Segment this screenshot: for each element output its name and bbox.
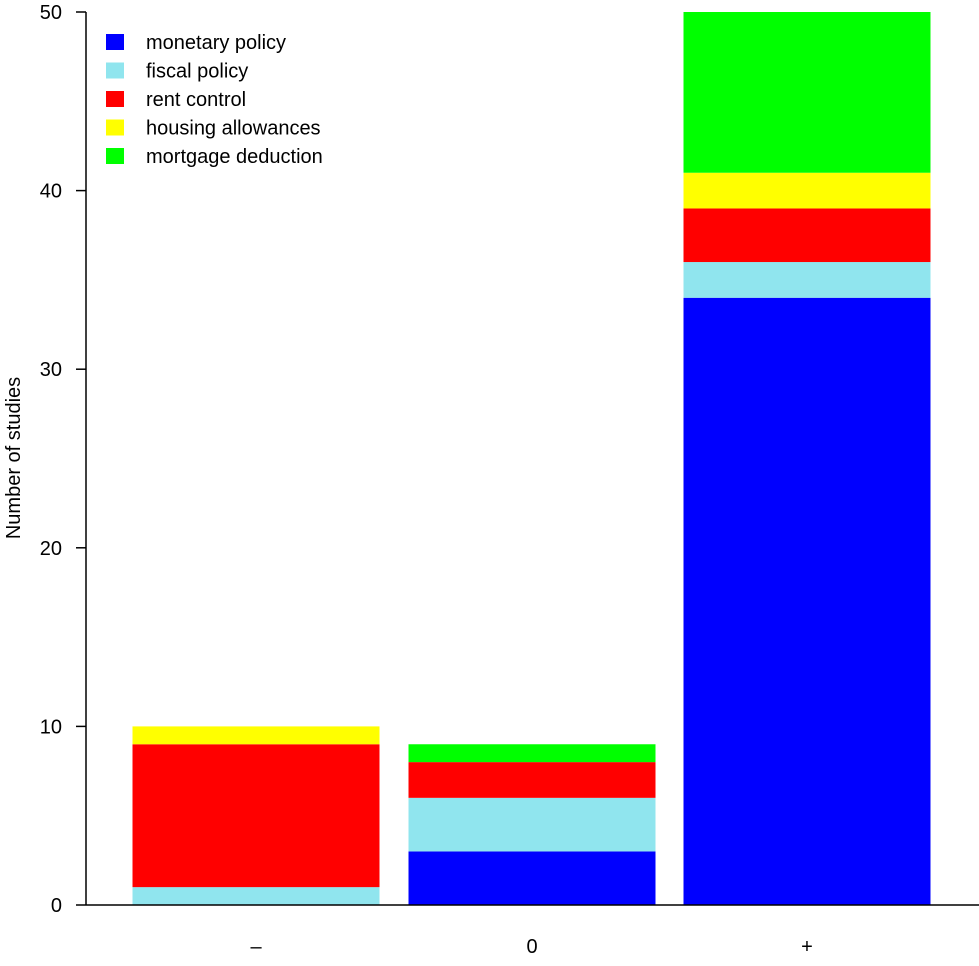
legend-label: mortgage deduction <box>146 146 323 168</box>
y-ticks: 0 10 20 30 40 50 <box>40 2 86 917</box>
bar-segment <box>408 797 656 852</box>
legend-label: rent control <box>146 89 246 111</box>
legend-label: monetary policy <box>146 32 286 54</box>
y-tick-label: 0 <box>51 895 62 917</box>
x-tick-label: + <box>801 936 813 958</box>
legend-swatch <box>106 34 124 50</box>
bar-segment <box>683 297 931 905</box>
bar-segment <box>132 726 380 745</box>
bar-segment <box>683 172 931 209</box>
bar-segment <box>683 12 931 173</box>
bar-segment <box>408 744 656 763</box>
bar-segment <box>132 887 380 905</box>
y-tick-label: 30 <box>40 359 62 381</box>
y-tick-label: 40 <box>40 181 62 203</box>
y-tick-label: 10 <box>40 716 62 738</box>
legend-swatch <box>106 62 124 79</box>
bar-segment <box>408 762 656 798</box>
legend: monetary policy fiscal policy rent control… <box>106 32 323 168</box>
x-tick-labels: – 0 + <box>250 936 812 958</box>
x-tick-label: 0 <box>526 936 537 958</box>
bar-segment <box>132 744 380 888</box>
y-axis-title: Number of studies <box>3 377 25 539</box>
legend-label: fiscal policy <box>146 61 248 83</box>
legend-swatch <box>106 119 124 136</box>
x-tick-label: – <box>250 936 262 958</box>
bar-segment <box>408 851 656 905</box>
bars-layer <box>132 12 931 905</box>
legend-swatch <box>106 91 124 107</box>
legend-label: housing allowances <box>146 118 321 140</box>
legend-swatch <box>106 148 124 164</box>
bar-segment <box>683 208 931 263</box>
y-tick-label: 50 <box>40 2 62 24</box>
y-tick-label: 20 <box>40 538 62 560</box>
bar-segment <box>683 262 931 298</box>
